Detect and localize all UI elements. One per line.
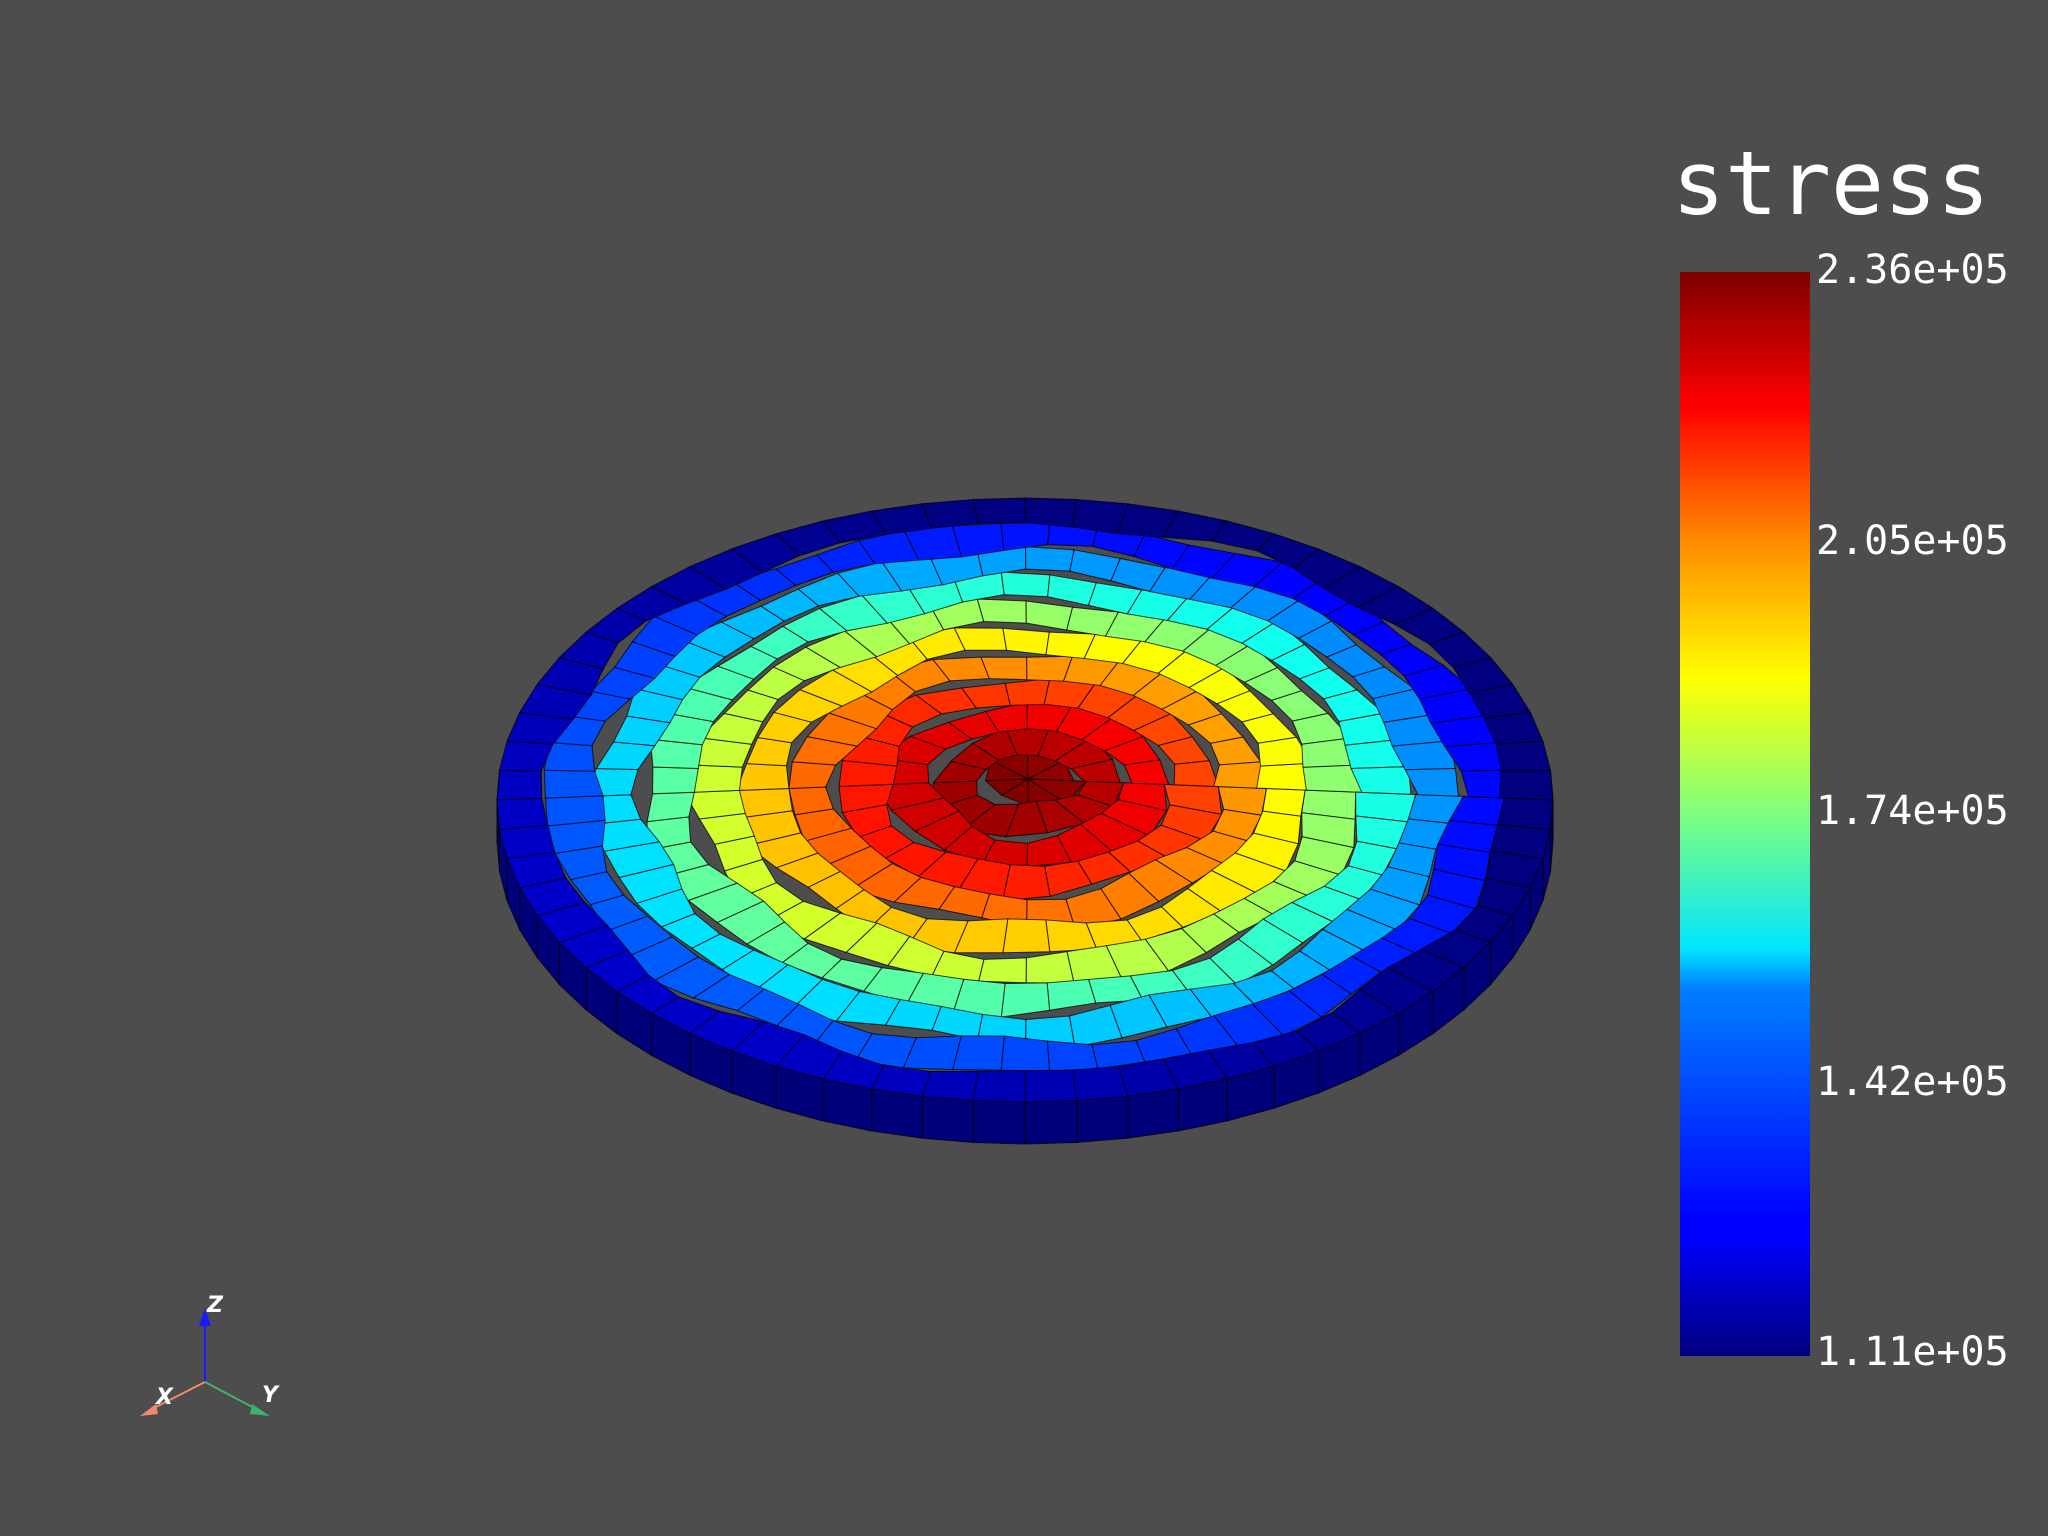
colorbar-tick-label: 2.05e+05 — [1816, 518, 2009, 564]
mesh-cell — [1046, 1040, 1099, 1072]
mesh-cell — [1127, 1088, 1179, 1139]
mesh-cell — [972, 497, 1026, 524]
mesh-cell — [543, 769, 604, 799]
y-axis-line — [204, 1381, 259, 1411]
x-axis-arrow-icon — [140, 1404, 158, 1416]
mesh-cell — [646, 791, 696, 823]
mesh-cell — [1173, 760, 1220, 788]
mesh-cell — [972, 1070, 1026, 1103]
mesh-cell — [1025, 951, 1075, 984]
mesh-cell — [951, 522, 1005, 558]
mesh-cell — [1460, 769, 1507, 799]
mesh-cell — [652, 766, 699, 795]
mesh-cell — [1123, 759, 1170, 786]
mesh-cell — [1350, 766, 1412, 795]
mesh-cell — [1000, 1035, 1051, 1072]
mesh-cell — [788, 761, 837, 790]
mesh-cell — [871, 1088, 923, 1139]
colorbar-tick-label: 1.11e+05 — [1816, 1329, 2009, 1375]
mesh-cell — [1025, 600, 1074, 631]
mesh-cell — [1070, 758, 1121, 784]
y-axis-arrow-icon — [250, 1404, 270, 1416]
mesh-cell — [1024, 546, 1075, 572]
colorbar-tick-label: 1.42e+05 — [1816, 1059, 2009, 1105]
mesh-cell — [977, 957, 1027, 984]
mesh-cell — [1499, 769, 1554, 801]
mesh-cell — [1024, 1099, 1078, 1145]
z-axis-label: Z — [206, 1293, 224, 1318]
mesh-cell — [1004, 678, 1051, 706]
mesh-cell — [1047, 574, 1097, 606]
mesh-cell — [921, 498, 979, 529]
mesh-cell — [496, 797, 549, 831]
mesh-cell — [972, 1099, 1026, 1145]
colorbar-tick-label: 2.36e+05 — [1816, 247, 2009, 293]
mesh-cell — [1495, 740, 1552, 772]
mesh-cell — [595, 741, 656, 771]
mesh-cell — [1002, 627, 1050, 656]
mesh-cell — [1046, 978, 1097, 1011]
mesh-cell — [1002, 864, 1051, 902]
mesh-cell — [921, 1095, 974, 1144]
mesh-cell — [1000, 571, 1051, 598]
mesh-cell — [1002, 918, 1051, 954]
x-axis-label: X — [154, 1385, 174, 1410]
mesh-cell — [544, 795, 606, 827]
mesh-cell — [976, 598, 1027, 624]
y-axis-label: Y — [262, 1383, 280, 1408]
x-axis-line — [149, 1381, 206, 1411]
colorbar — [1680, 272, 1810, 1356]
mesh-cell — [1000, 982, 1051, 1018]
mesh-cell — [496, 769, 543, 801]
colorbar-tick-label: 1.74e+05 — [1816, 788, 2009, 834]
mesh-cell — [1024, 1069, 1078, 1103]
mesh-cell — [1404, 767, 1460, 797]
mesh-cell — [1024, 497, 1078, 528]
mesh-cell — [735, 763, 790, 792]
z-axis-arrow-icon — [199, 1308, 211, 1326]
mesh-cell — [1000, 521, 1051, 551]
mesh-cell — [1076, 1095, 1129, 1144]
mesh-cell — [1071, 1066, 1129, 1102]
mesh-cell — [921, 1070, 979, 1102]
stress-disk-mesh — [496, 497, 1554, 1145]
colorbar-title: stress — [1672, 132, 1990, 235]
orientation-axes[interactable]: Z X Y — [140, 1293, 280, 1416]
mesh-cell — [980, 656, 1028, 681]
mesh-cell — [1026, 759, 1075, 782]
